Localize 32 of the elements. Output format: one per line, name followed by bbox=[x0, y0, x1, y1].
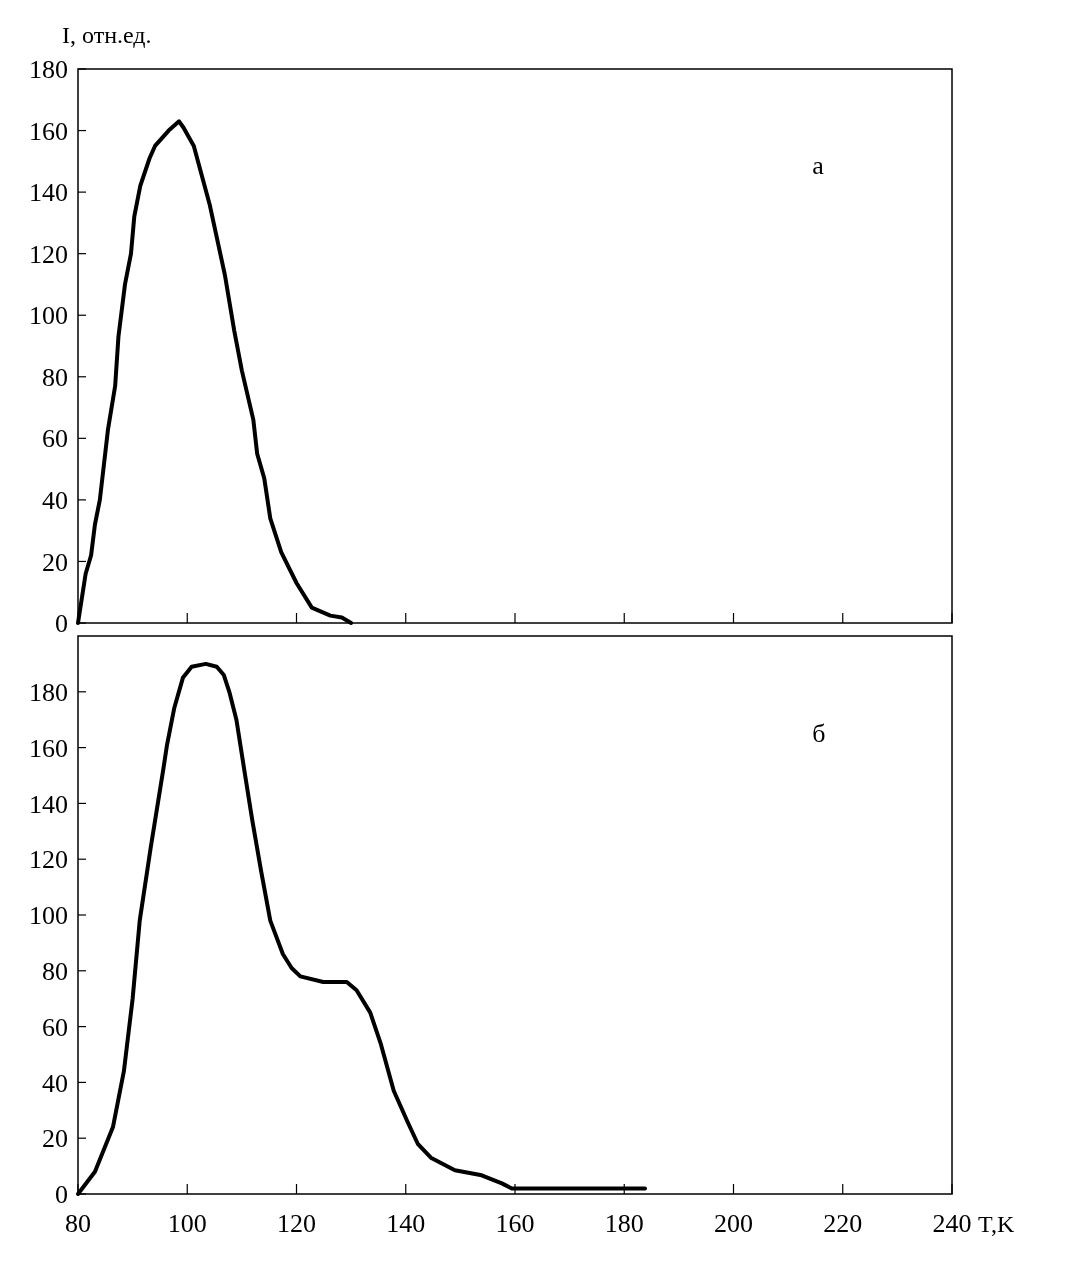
x-tick-label: 160 bbox=[495, 1209, 535, 1238]
y-tick-label: 140 bbox=[29, 789, 68, 819]
x-axis-title: T,K bbox=[978, 1211, 1015, 1237]
y-tick-label: 60 bbox=[42, 424, 68, 454]
x-tick-label: 220 bbox=[823, 1209, 863, 1238]
x-tick-label: 140 bbox=[386, 1209, 426, 1238]
y-tick-label: 80 bbox=[42, 956, 68, 986]
x-tick-label: 240 bbox=[932, 1209, 972, 1238]
y-tick-label: 100 bbox=[29, 301, 68, 331]
y-tick-label: 0 bbox=[55, 609, 68, 639]
y-tick-label: 20 bbox=[42, 547, 68, 577]
y-tick-label: 180 bbox=[29, 677, 68, 707]
x-tick-label: 180 bbox=[604, 1209, 644, 1238]
y-tick-label: 20 bbox=[42, 1124, 68, 1154]
x-tick-label: 100 bbox=[167, 1209, 207, 1238]
y-tick-label: 180 bbox=[29, 55, 68, 85]
y-tick-label: 120 bbox=[29, 239, 68, 269]
y-tick-label: 120 bbox=[29, 845, 68, 875]
y-tick-label: 160 bbox=[29, 733, 68, 763]
y-tick-label: 0 bbox=[55, 1180, 68, 1210]
x-tick-label: 200 bbox=[714, 1209, 753, 1238]
y-tick-label: 160 bbox=[29, 116, 68, 146]
x-tick-label: 120 bbox=[277, 1209, 316, 1238]
y-tick-label: 40 bbox=[42, 485, 68, 515]
y-tick-label: 40 bbox=[42, 1068, 68, 1098]
y-axis-title: I, отн.ед. bbox=[62, 22, 152, 48]
y-tick-label: 60 bbox=[42, 1012, 68, 1042]
annotation: а bbox=[812, 151, 825, 181]
y-tick-label: 140 bbox=[29, 178, 68, 208]
annotation: б bbox=[812, 719, 826, 749]
y-tick-label: 80 bbox=[42, 362, 68, 392]
y-tick-label: 100 bbox=[29, 901, 68, 931]
